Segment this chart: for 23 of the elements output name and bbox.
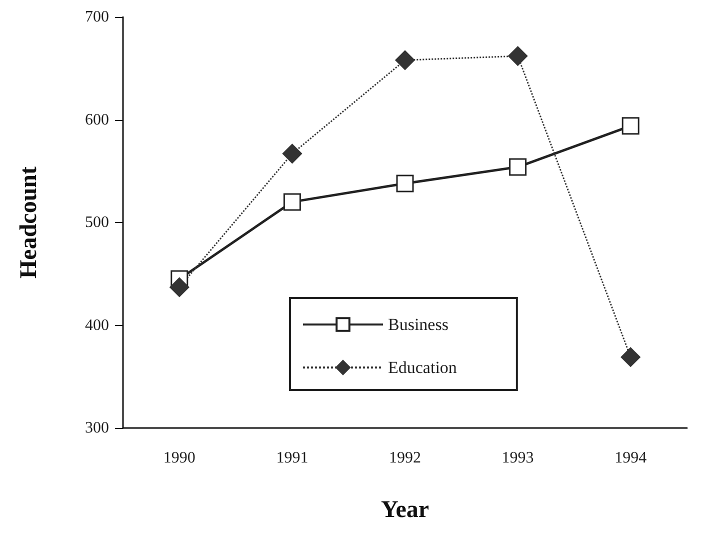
- point: [508, 46, 528, 66]
- x-tick-label: 1990: [163, 450, 196, 466]
- point: [620, 347, 640, 367]
- x-tick-label: 1991: [276, 450, 308, 466]
- x-tick-label: 1993: [502, 450, 534, 466]
- legend-label: Business: [388, 315, 448, 334]
- y-tick-label: 700: [85, 8, 109, 26]
- point: [395, 50, 415, 70]
- point: [509, 158, 527, 176]
- x-tick-label: 1992: [389, 450, 421, 466]
- y-tick-label: 500: [85, 214, 109, 231]
- x-tick-label: 1994: [614, 450, 647, 466]
- y-tick-label: 400: [85, 316, 109, 334]
- y-axis-title: Headcount: [16, 166, 42, 279]
- y-tick-label: 600: [85, 111, 109, 128]
- point: [282, 144, 302, 164]
- point: [283, 193, 301, 211]
- x-axis-title: Year: [381, 497, 430, 523]
- point: [622, 117, 640, 135]
- point: [170, 277, 190, 297]
- y-tick-label: 300: [85, 420, 109, 436]
- point: [396, 174, 414, 192]
- legend-label: Education: [388, 358, 458, 377]
